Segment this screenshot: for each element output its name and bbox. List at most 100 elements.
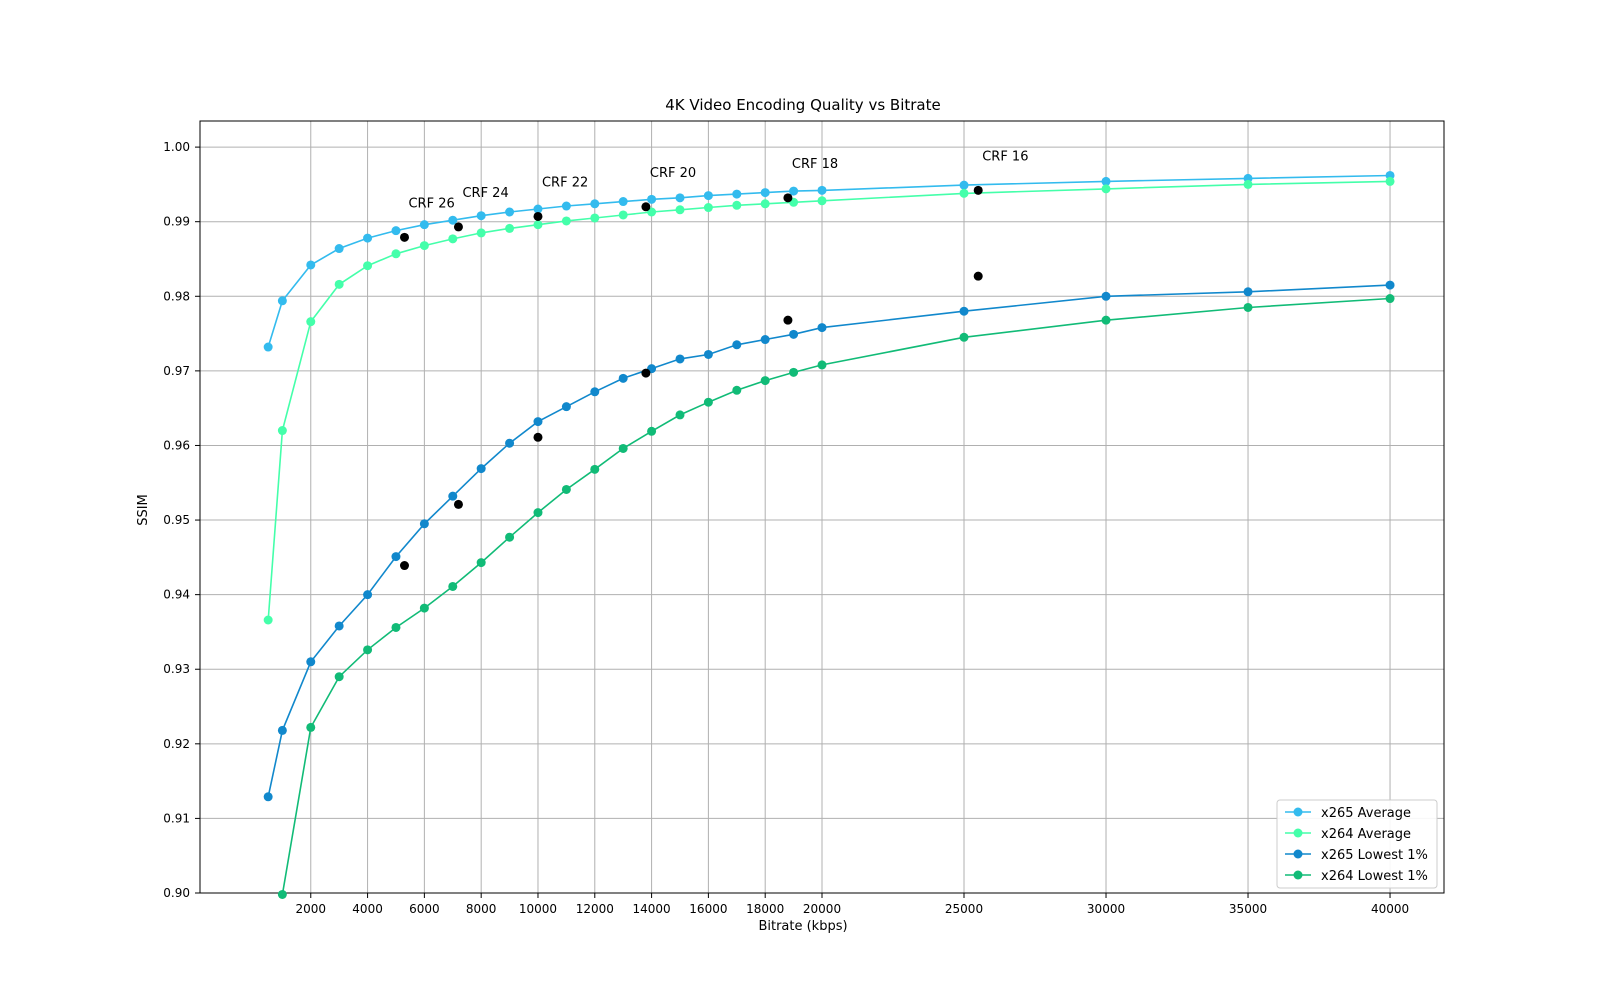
crf-annotation: CRF 26 — [408, 196, 454, 211]
series-point — [789, 329, 799, 339]
series-point — [732, 385, 742, 395]
series-point — [590, 464, 600, 474]
series-group — [263, 170, 1395, 899]
crf-lowest-point — [783, 315, 793, 325]
legend-swatch-marker — [1293, 849, 1303, 859]
x-tick-label: 4000 — [352, 902, 383, 916]
series-point — [306, 722, 316, 732]
legend-label: x264 Lowest 1% — [1321, 869, 1428, 884]
crf-average-point — [453, 222, 463, 232]
series-point — [1385, 280, 1395, 290]
series-point — [533, 220, 543, 230]
series-point — [448, 234, 458, 244]
x-axis-label: Bitrate (kbps) — [758, 919, 847, 934]
series-point — [533, 417, 543, 427]
series-point — [1385, 294, 1395, 304]
series-point — [533, 204, 543, 214]
series-point — [675, 354, 685, 364]
series-point — [277, 296, 287, 306]
crf-annotation: CRF 22 — [542, 175, 588, 190]
series-point — [363, 233, 373, 243]
series-point — [505, 207, 515, 217]
legend-swatch-marker — [1293, 828, 1303, 838]
x-tick-label: 8000 — [466, 902, 497, 916]
crf-points — [399, 185, 983, 571]
annotations: CRF 26 CRF 24 CRF 22 CRF 20 CRF 18 CRF 16 — [408, 149, 1028, 211]
axes: 2000 4000 6000 8000 10000 12000 14000 16000 1800… — [163, 120, 1445, 916]
crf-annotation: CRF 24 — [462, 186, 508, 201]
x-tick-label: 6000 — [409, 902, 440, 916]
y-tick-label: 0.90 — [163, 886, 190, 900]
series-point — [647, 426, 657, 436]
series-point — [789, 367, 799, 377]
series-line — [267, 180, 1391, 621]
series-point — [1101, 176, 1111, 186]
series-point — [419, 241, 429, 251]
series-point — [263, 792, 273, 802]
series-point — [732, 340, 742, 350]
series-point — [1243, 179, 1253, 189]
x-tick-label: 20000 — [803, 902, 841, 916]
series-point — [505, 438, 515, 448]
crf-average-point — [641, 202, 651, 212]
legend-label: x265 Average — [1321, 806, 1411, 821]
series-point — [675, 193, 685, 203]
series-point — [760, 335, 770, 345]
crf-lowest-point — [973, 271, 983, 281]
series-point — [789, 186, 799, 196]
plot-frame — [199, 120, 1445, 894]
series-point — [476, 558, 486, 568]
crf-lowest-point — [453, 499, 463, 509]
y-axis-label: SSIM — [136, 494, 151, 526]
series-point — [1101, 315, 1111, 325]
series-point — [959, 188, 969, 198]
series-point — [263, 615, 273, 625]
crf-lowest-point — [533, 432, 543, 442]
series-point — [647, 207, 657, 217]
series-point — [391, 226, 401, 236]
series-point — [732, 189, 742, 199]
series-point — [363, 590, 373, 600]
series-point — [277, 725, 287, 735]
series-point — [306, 317, 316, 327]
series-point — [277, 889, 287, 899]
series-point — [675, 205, 685, 215]
series-line — [267, 284, 1391, 797]
y-tick-label: 0.98 — [163, 289, 190, 303]
series-point — [959, 306, 969, 316]
series-point — [817, 323, 827, 333]
series-point — [590, 213, 600, 223]
crf-average-point — [973, 185, 983, 195]
series-point — [363, 261, 373, 271]
series-point — [1385, 176, 1395, 186]
chart-title: 4K Video Encoding Quality vs Bitrate — [665, 96, 940, 114]
legend-label: x265 Lowest 1% — [1321, 848, 1428, 863]
series-point — [760, 376, 770, 386]
series-point — [391, 249, 401, 259]
y-tick-label: 0.96 — [163, 438, 190, 452]
crf-lowest-point — [641, 368, 651, 378]
x-tick-label: 12000 — [576, 902, 614, 916]
crf-annotation: CRF 18 — [792, 157, 838, 172]
series-point — [760, 188, 770, 198]
series-point — [561, 201, 571, 211]
series-point — [448, 581, 458, 591]
x-tick-label: 10000 — [519, 902, 557, 916]
series-point — [334, 244, 344, 254]
y-tick-label: 0.95 — [163, 513, 190, 527]
x-tick-label: 14000 — [632, 902, 670, 916]
series-point — [476, 464, 486, 474]
series-point — [817, 360, 827, 370]
series-point — [1243, 287, 1253, 297]
series-point — [590, 387, 600, 397]
crf-average-point — [399, 232, 409, 242]
series-point — [476, 211, 486, 221]
y-tick-label: 0.91 — [163, 811, 190, 825]
y-tick-label: 0.92 — [163, 737, 190, 751]
series-point — [959, 180, 969, 190]
crf-annotation: CRF 16 — [982, 149, 1028, 164]
series-point — [1243, 302, 1253, 312]
series-point — [703, 397, 713, 407]
legend-label: x264 Average — [1321, 827, 1411, 842]
